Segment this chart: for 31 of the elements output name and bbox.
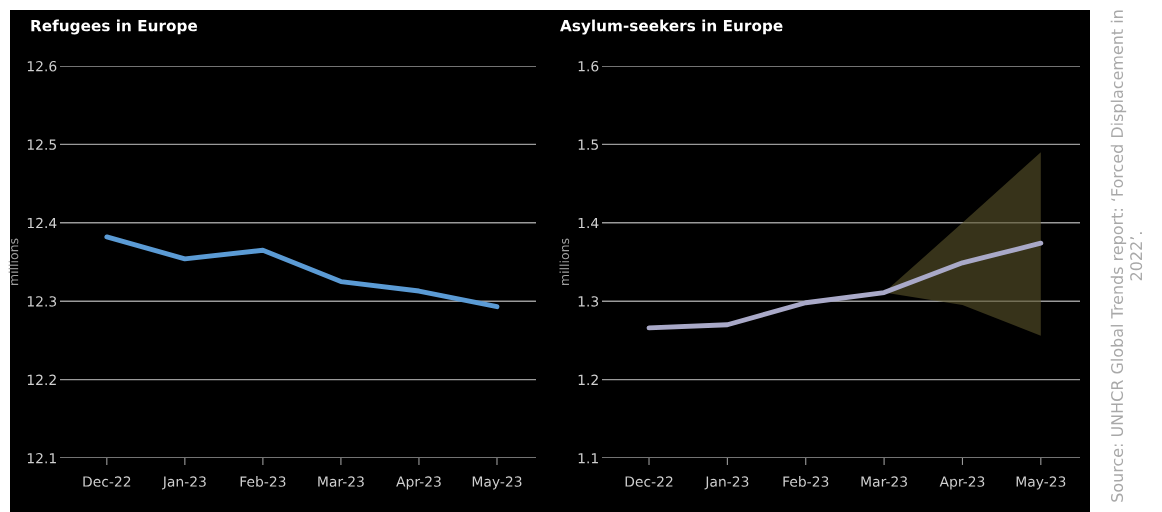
y-tick-label: 12.1 [27, 452, 56, 464]
y-tick-label: 1.1 [578, 453, 598, 464]
y-tick-label: 1.3 [578, 296, 599, 307]
x-tick-label: Apr-23 [939, 476, 985, 490]
y-tick-label: 12.3 [27, 296, 57, 307]
x-tick-label: Dec-22 [83, 476, 131, 487]
chart-title: Asylum-seekers in Europe [560, 19, 783, 35]
x-tick-label: Feb-23 [783, 476, 829, 487]
y-axis-title: millions [559, 238, 570, 285]
y-tick-label: 12.2 [27, 374, 56, 385]
y-tick-label: 12.6 [27, 60, 57, 72]
source-note: Source: UNHCR Global Trends report: ‘Forced Displacement in 2022’. [1110, 10, 1143, 502]
x-tick-label: Dec-22 [625, 476, 673, 487]
y-tick-label: 12.4 [27, 217, 57, 229]
y-tick-label: 1.6 [578, 60, 599, 72]
line-series [104, 234, 500, 310]
y-axis-title: millions [8, 238, 19, 285]
x-tick-label: Jan-23 [162, 476, 206, 490]
x-tick-label: Mar-23 [318, 476, 364, 487]
x-tick-label: Feb-23 [240, 476, 286, 487]
y-tick-label: 1.2 [578, 374, 598, 385]
x-tick-label: Apr-23 [396, 476, 441, 490]
chart-title: Refugees in Europe [31, 19, 198, 35]
x-tick-label: May-23 [1016, 476, 1066, 490]
x-tick-label: Jan-23 [704, 476, 749, 490]
y-tick-label: 12.5 [27, 139, 57, 150]
line-series [646, 240, 1044, 331]
x-tick-label: May-23 [472, 476, 522, 490]
y-tick-label: 1.4 [578, 217, 599, 229]
y-tick-label: 1.5 [578, 139, 599, 150]
x-tick-label: Mar-23 [861, 476, 907, 487]
